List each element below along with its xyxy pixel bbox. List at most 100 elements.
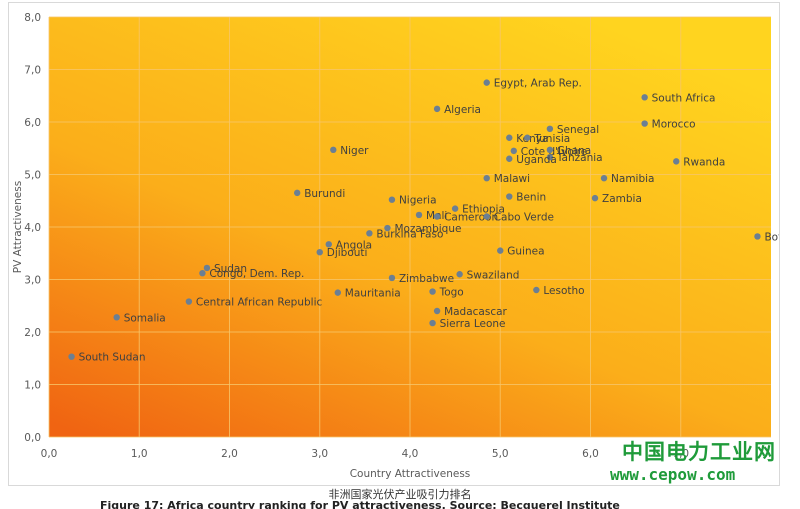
data-point — [456, 271, 463, 278]
x-tick-label: 6,0 — [582, 448, 599, 460]
data-point — [429, 288, 436, 295]
data-point-label: Burkina Faso — [376, 228, 443, 240]
data-point — [293, 189, 301, 197]
data-point — [113, 314, 120, 321]
y-tick-label: 3,0 — [24, 275, 41, 287]
data-point-label: Mozambique — [394, 223, 461, 235]
x-axis-title: Country Attractiveness — [350, 468, 471, 480]
data-point-label: Kenya — [516, 133, 548, 145]
y-axis-ticks: 0,0 1,0 2,0 3,0 4,0 5,0 6,0 7,0 8,0 — [24, 12, 41, 444]
data-point-label: Togo — [439, 287, 464, 299]
data-point — [506, 193, 513, 200]
data-point — [388, 274, 396, 282]
x-tick-label: 1,0 — [131, 448, 148, 460]
data-point — [316, 249, 323, 256]
x-tick-label: 5,0 — [492, 448, 509, 460]
data-point-label: Niger — [340, 145, 369, 157]
data-point — [185, 298, 193, 305]
data-point — [429, 319, 436, 327]
x-tick-label: 4,0 — [402, 448, 419, 460]
x-tick-label: 0,0 — [41, 448, 58, 460]
data-point — [591, 194, 599, 202]
data-point-label: South Africa — [652, 92, 716, 104]
data-point — [433, 307, 441, 315]
data-point-label: Malawi — [494, 173, 530, 185]
data-point-label: Botswana — [764, 231, 779, 243]
data-point-label: Burundi — [304, 188, 345, 200]
y-tick-label: 1,0 — [24, 380, 41, 392]
data-point — [510, 147, 517, 155]
data-point — [546, 153, 554, 161]
data-point-label: Lesotho — [543, 285, 584, 297]
watermark-logo-text: 中国电力工业网 — [622, 440, 776, 464]
data-points: Egypt, Arab Rep. South Africa Algeria Seneg… — [68, 78, 779, 364]
data-point-label: Zimbabwe — [399, 273, 454, 285]
data-point — [483, 79, 490, 86]
data-point-label: Sierra Leone — [440, 318, 506, 330]
data-point-label: Uganda — [516, 154, 557, 166]
data-point-label: Sudan — [214, 263, 247, 275]
figure-caption-chinese: 非洲国家光伏产业吸引力排名 — [328, 488, 472, 501]
x-tick-label: 7,0 — [672, 448, 689, 460]
data-point — [415, 211, 423, 219]
data-point-label: Ghana — [557, 145, 591, 157]
data-point — [641, 120, 648, 127]
y-tick-label: 7,0 — [24, 65, 41, 77]
scatter-chart: 0,0 1,0 2,0 3,0 4,0 5,0 6,0 7,0 8,0 0,0 1,0 2,0 3,0… — [12, 12, 779, 480]
data-point — [754, 233, 761, 240]
x-tick-label: 3,0 — [311, 448, 328, 460]
data-point — [533, 286, 540, 294]
y-tick-label: 8,0 — [24, 12, 41, 24]
data-point — [330, 146, 337, 154]
x-axis-ticks: 0,0 1,0 2,0 3,0 4,0 5,0 6,0 7,0 — [41, 448, 689, 460]
data-point — [68, 353, 75, 360]
data-point — [388, 196, 396, 203]
gridlines — [48, 16, 771, 438]
data-point-label: Tanzania — [556, 152, 603, 164]
data-point-label: Central African Republic — [196, 297, 323, 309]
data-point-label: Benin — [516, 192, 546, 204]
y-tick-label: 2,0 — [24, 327, 41, 339]
data-point — [451, 205, 459, 212]
data-point — [433, 105, 441, 113]
data-point-label: Cameroon — [444, 212, 498, 224]
data-point — [325, 241, 332, 248]
data-point — [433, 213, 441, 220]
data-point — [546, 146, 554, 154]
data-point-label: Zambia — [602, 193, 642, 205]
data-point-label: Cote d'Ivoire — [521, 146, 587, 158]
data-point-label: Morocco — [652, 119, 696, 131]
data-point-label: Nigeria — [399, 195, 437, 207]
data-point-label: Ethiopia — [462, 204, 505, 216]
data-point — [199, 270, 206, 277]
data-point-label: Madacascar — [444, 306, 507, 318]
data-point-label: Swaziland — [467, 269, 520, 281]
data-point — [334, 289, 341, 296]
data-point — [524, 134, 531, 141]
data-point-label: Guinea — [507, 246, 544, 258]
data-point-label: Senegal — [557, 124, 599, 136]
data-point-label: Djibouti — [327, 247, 368, 259]
data-point-label: Congo, Dem. Rep. — [209, 268, 304, 280]
data-point — [506, 134, 513, 141]
data-point — [546, 125, 554, 133]
x-tick-label: 2,0 — [221, 448, 238, 460]
watermark-url: www.cepow.com — [610, 465, 736, 484]
data-point — [483, 213, 490, 220]
y-tick-label: 4,0 — [24, 222, 41, 234]
y-tick-label: 6,0 — [24, 117, 41, 129]
data-point-label: Rwanda — [683, 156, 725, 168]
data-point-label: Cabo Verde — [494, 212, 554, 224]
data-point-label: Namibia — [611, 173, 654, 185]
data-point — [641, 94, 648, 101]
y-tick-label: 5,0 — [24, 170, 41, 182]
data-point-label: Somalia — [124, 312, 166, 324]
y-axis-title: PV Attractiveness — [12, 181, 24, 273]
data-point — [366, 230, 373, 237]
data-point — [483, 174, 490, 182]
data-point-label: Egypt, Arab Rep. — [494, 78, 582, 90]
data-point — [600, 174, 608, 182]
data-point — [203, 264, 211, 272]
data-point-label: Algeria — [444, 104, 481, 116]
y-tick-label: 0,0 — [24, 432, 41, 444]
